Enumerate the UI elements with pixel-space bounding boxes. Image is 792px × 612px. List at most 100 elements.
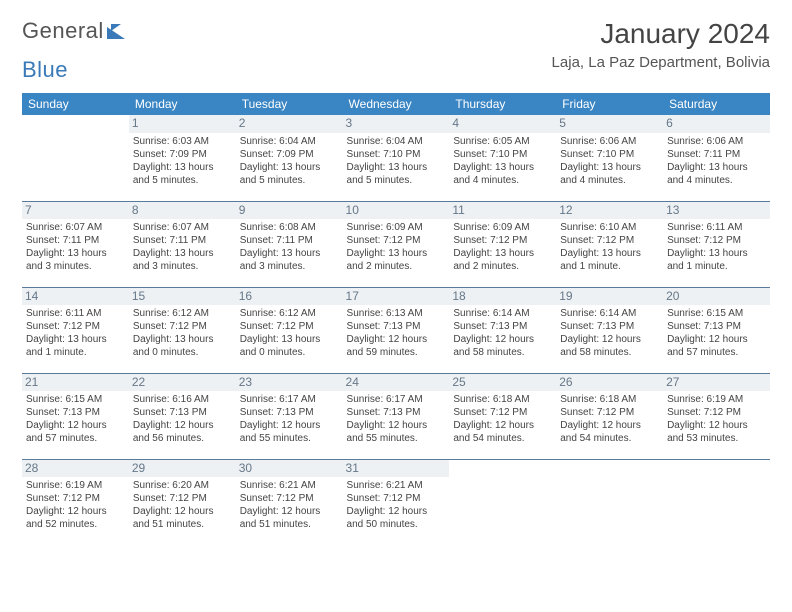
- day-number: 27: [663, 374, 770, 392]
- daylight-text2: and 5 minutes.: [240, 174, 339, 187]
- sunset-text: Sunset: 7:10 PM: [453, 148, 552, 161]
- daylight-text: Daylight: 13 hours: [667, 247, 766, 260]
- sunset-text: Sunset: 7:13 PM: [133, 406, 232, 419]
- sunset-text: Sunset: 7:10 PM: [560, 148, 659, 161]
- sunrise-text: Sunrise: 6:08 AM: [240, 221, 339, 234]
- daylight-text: Daylight: 13 hours: [453, 247, 552, 260]
- day-cell: 14Sunrise: 6:11 AMSunset: 7:12 PMDayligh…: [22, 287, 129, 373]
- daylight-text2: and 4 minutes.: [667, 174, 766, 187]
- sunrise-text: Sunrise: 6:21 AM: [240, 479, 339, 492]
- sunrise-text: Sunrise: 6:06 AM: [560, 135, 659, 148]
- day-cell: 6Sunrise: 6:06 AMSunset: 7:11 PMDaylight…: [663, 115, 770, 201]
- sunset-text: Sunset: 7:12 PM: [133, 492, 232, 505]
- day-cell: 15Sunrise: 6:12 AMSunset: 7:12 PMDayligh…: [129, 287, 236, 373]
- day-number: 16: [236, 288, 343, 306]
- week-row: 21Sunrise: 6:15 AMSunset: 7:13 PMDayligh…: [22, 373, 770, 459]
- daylight-text2: and 53 minutes.: [667, 432, 766, 445]
- sunrise-text: Sunrise: 6:17 AM: [347, 393, 446, 406]
- sunrise-text: Sunrise: 6:03 AM: [133, 135, 232, 148]
- daylight-text2: and 1 minute.: [560, 260, 659, 273]
- daylight-text: Daylight: 12 hours: [347, 419, 446, 432]
- daylight-text2: and 56 minutes.: [133, 432, 232, 445]
- calendar-table: Sunday Monday Tuesday Wednesday Thursday…: [22, 93, 770, 545]
- sunrise-text: Sunrise: 6:14 AM: [453, 307, 552, 320]
- week-row: 1Sunrise: 6:03 AMSunset: 7:09 PMDaylight…: [22, 115, 770, 201]
- daylight-text2: and 2 minutes.: [453, 260, 552, 273]
- day-number: 28: [22, 460, 129, 478]
- daylight-text2: and 2 minutes.: [347, 260, 446, 273]
- day-cell: 21Sunrise: 6:15 AMSunset: 7:13 PMDayligh…: [22, 373, 129, 459]
- day-number: 15: [129, 288, 236, 306]
- day-cell: 22Sunrise: 6:16 AMSunset: 7:13 PMDayligh…: [129, 373, 236, 459]
- sunrise-text: Sunrise: 6:11 AM: [667, 221, 766, 234]
- sunrise-text: Sunrise: 6:06 AM: [667, 135, 766, 148]
- day-number: 24: [343, 374, 450, 392]
- daylight-text: Daylight: 13 hours: [667, 161, 766, 174]
- sunset-text: Sunset: 7:11 PM: [240, 234, 339, 247]
- sunset-text: Sunset: 7:12 PM: [667, 234, 766, 247]
- sunset-text: Sunset: 7:12 PM: [133, 320, 232, 333]
- sunset-text: Sunset: 7:12 PM: [26, 320, 125, 333]
- daylight-text2: and 3 minutes.: [133, 260, 232, 273]
- sunrise-text: Sunrise: 6:12 AM: [240, 307, 339, 320]
- day-number: 12: [556, 202, 663, 220]
- daylight-text: Daylight: 12 hours: [240, 419, 339, 432]
- empty-cell: [663, 459, 770, 545]
- sunrise-text: Sunrise: 6:18 AM: [560, 393, 659, 406]
- sunset-text: Sunset: 7:12 PM: [347, 234, 446, 247]
- daylight-text: Daylight: 13 hours: [133, 333, 232, 346]
- day-cell: 30Sunrise: 6:21 AMSunset: 7:12 PMDayligh…: [236, 459, 343, 545]
- day-cell: 13Sunrise: 6:11 AMSunset: 7:12 PMDayligh…: [663, 201, 770, 287]
- sunrise-text: Sunrise: 6:07 AM: [26, 221, 125, 234]
- sunset-text: Sunset: 7:13 PM: [347, 406, 446, 419]
- day-number: 14: [22, 288, 129, 306]
- daylight-text2: and 52 minutes.: [26, 518, 125, 531]
- sunrise-text: Sunrise: 6:09 AM: [453, 221, 552, 234]
- day-cell: 29Sunrise: 6:20 AMSunset: 7:12 PMDayligh…: [129, 459, 236, 545]
- day-number: 30: [236, 460, 343, 478]
- day-number: 3: [343, 115, 450, 133]
- daylight-text: Daylight: 13 hours: [347, 161, 446, 174]
- daylight-text2: and 0 minutes.: [240, 346, 339, 359]
- week-row: 14Sunrise: 6:11 AMSunset: 7:12 PMDayligh…: [22, 287, 770, 373]
- sunset-text: Sunset: 7:12 PM: [240, 320, 339, 333]
- sunrise-text: Sunrise: 6:04 AM: [240, 135, 339, 148]
- day-cell: 26Sunrise: 6:18 AMSunset: 7:12 PMDayligh…: [556, 373, 663, 459]
- day-number: 4: [449, 115, 556, 133]
- sunset-text: Sunset: 7:12 PM: [453, 234, 552, 247]
- sunrise-text: Sunrise: 6:07 AM: [133, 221, 232, 234]
- day-cell: 5Sunrise: 6:06 AMSunset: 7:10 PMDaylight…: [556, 115, 663, 201]
- daylight-text: Daylight: 12 hours: [347, 333, 446, 346]
- daylight-text2: and 5 minutes.: [347, 174, 446, 187]
- daylight-text2: and 57 minutes.: [26, 432, 125, 445]
- daylight-text2: and 51 minutes.: [240, 518, 339, 531]
- day-cell: 4Sunrise: 6:05 AMSunset: 7:10 PMDaylight…: [449, 115, 556, 201]
- month-title: January 2024: [552, 18, 770, 50]
- week-row: 28Sunrise: 6:19 AMSunset: 7:12 PMDayligh…: [22, 459, 770, 545]
- day-number: 20: [663, 288, 770, 306]
- location-text: Laja, La Paz Department, Bolivia: [552, 54, 770, 71]
- day-cell: 18Sunrise: 6:14 AMSunset: 7:13 PMDayligh…: [449, 287, 556, 373]
- sunrise-text: Sunrise: 6:17 AM: [240, 393, 339, 406]
- daylight-text: Daylight: 12 hours: [667, 333, 766, 346]
- dow-mon: Monday: [129, 93, 236, 115]
- empty-cell: [22, 115, 129, 201]
- sunrise-text: Sunrise: 6:04 AM: [347, 135, 446, 148]
- day-number: 29: [129, 460, 236, 478]
- sunset-text: Sunset: 7:09 PM: [133, 148, 232, 161]
- daylight-text2: and 57 minutes.: [667, 346, 766, 359]
- sunset-text: Sunset: 7:13 PM: [667, 320, 766, 333]
- day-number: 18: [449, 288, 556, 306]
- day-number: 7: [22, 202, 129, 220]
- daylight-text: Daylight: 13 hours: [560, 161, 659, 174]
- sunrise-text: Sunrise: 6:19 AM: [26, 479, 125, 492]
- sunset-text: Sunset: 7:12 PM: [26, 492, 125, 505]
- day-cell: 1Sunrise: 6:03 AMSunset: 7:09 PMDaylight…: [129, 115, 236, 201]
- sunrise-text: Sunrise: 6:15 AM: [667, 307, 766, 320]
- empty-cell: [449, 459, 556, 545]
- sunrise-text: Sunrise: 6:12 AM: [133, 307, 232, 320]
- daylight-text2: and 58 minutes.: [560, 346, 659, 359]
- sunset-text: Sunset: 7:12 PM: [560, 234, 659, 247]
- day-number: 23: [236, 374, 343, 392]
- daylight-text2: and 3 minutes.: [26, 260, 125, 273]
